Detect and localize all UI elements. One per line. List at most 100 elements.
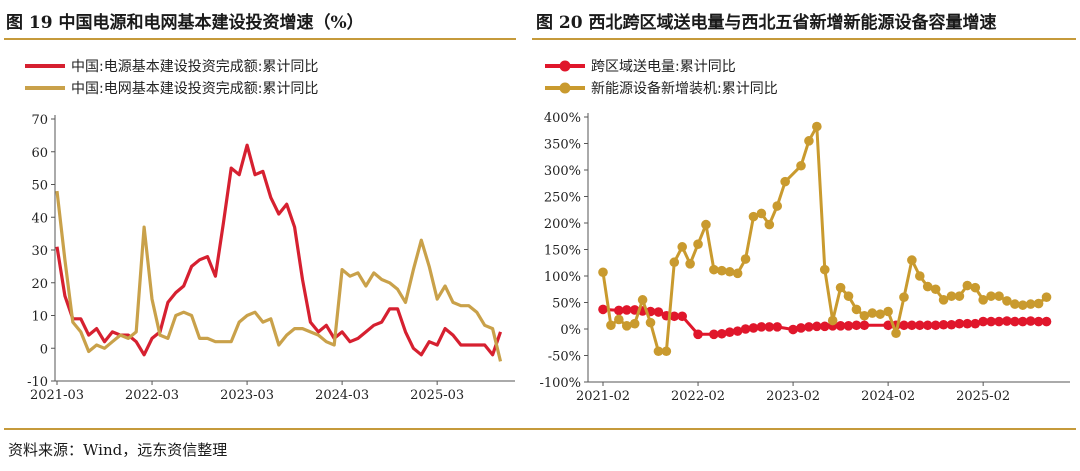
fig20-series-2-point (606, 320, 616, 331)
fig20-series-2-point (922, 281, 933, 292)
fig20-series-1-point (851, 320, 862, 331)
fig20-series-2-point (804, 136, 814, 146)
chart-figure-20: -100% -50% 0% 50% 100% 150% 200% 250% 300% 350% 40… (539, 59, 1070, 404)
fig20-series-2-point (827, 315, 838, 326)
fig20-series-1-point (915, 320, 925, 331)
fig20-series-1-point (614, 305, 624, 316)
fig20-series-1-point (843, 321, 854, 331)
fig19-y-tick-label: 60 (31, 146, 48, 161)
fig20-series-2-point (812, 121, 822, 132)
fig20-series-2-point (930, 284, 941, 295)
fig20-series-1-point (764, 322, 775, 332)
fig20-series-2-point (994, 291, 1004, 301)
fig20-series-1-point (819, 321, 830, 332)
fig20-series-2-point (780, 176, 790, 187)
fig20-series-1-point (994, 316, 1004, 327)
fig20-series-1-point (1010, 316, 1020, 327)
fig20-series-1-point (717, 328, 727, 339)
fig20-series-1-point (883, 320, 893, 331)
figure-20-title: 图 20 西北跨区域送电量与西北五省新增新能源设备容量增速 (536, 13, 997, 33)
fig19-x-tick-label: 2025-03 (410, 388, 464, 403)
fig20-legend-label-2: 新能源设备新增装机:累计同比 (591, 80, 778, 97)
fig20-x-tick-label: 2022-02 (671, 389, 725, 404)
fig20-series-2-point (677, 242, 687, 252)
fig20-series-1-point (598, 304, 608, 315)
fig20-series-1-point (970, 318, 981, 329)
fig19-y-tick-label: 40 (31, 211, 48, 226)
fig20-series-1-point (978, 316, 988, 327)
figure-19-title: 图 19 中国电源和电网基本建设投资增速（%） (6, 13, 364, 33)
fig20-series-1-point (1002, 316, 1012, 326)
fig19-y-tick-label: 10 (31, 310, 48, 325)
fig20-series-1-point (859, 320, 870, 331)
bottom-divider (4, 428, 1076, 430)
fig20-y-tick-label: 100% (544, 270, 581, 285)
fig20-series-2-point (875, 309, 885, 319)
fig20-y-tick-label: -100% (539, 376, 581, 391)
fig20-series-2-point (629, 318, 640, 329)
fig20-series-1-point (756, 322, 767, 332)
fig20-y-tick-label: -50% (548, 350, 581, 365)
fig20-series-2-point (661, 346, 672, 357)
fig20-y-tick-label: 150% (544, 244, 581, 259)
fig20-y-tick-label: 300% (544, 164, 581, 179)
fig20-series-1-point (1017, 316, 1028, 327)
fig20-series-2-point (1010, 299, 1020, 309)
fig20-series-2-point (946, 291, 957, 301)
fig20-series-2-point (954, 291, 965, 301)
fig20-series-2-point (883, 306, 893, 317)
fig20-series-2-point (1033, 298, 1044, 309)
fig20-series-2-point (772, 201, 783, 211)
fig20-series-1-point (899, 320, 909, 331)
fig20-series-1-point (772, 322, 783, 332)
fig19-legend-label-2: 中国:电网基本建设投资完成额:累计同比 (71, 80, 318, 97)
fig20-series-2-point (938, 295, 949, 305)
fig20-x-tick-label: 2021-02 (576, 389, 630, 404)
title-divider-left (4, 38, 516, 40)
fig20-series-1-point (693, 329, 703, 340)
fig19-y-tick-label: 50 (31, 179, 48, 194)
fig20-series-2-point (907, 255, 917, 265)
fig20-series-1-point (796, 323, 806, 333)
fig20-series-2-line (601, 125, 1048, 353)
fig20-series-1-point (788, 324, 798, 335)
fig20-series-2-point (709, 264, 719, 275)
fig20-series-1-point (732, 326, 743, 336)
fig20-series-1-point (1033, 316, 1044, 327)
fig19-series-2-line (55, 190, 503, 362)
fig20-y-tick-label: 250% (544, 191, 581, 206)
fig19-y-tick-label: 30 (31, 244, 48, 259)
fig19-y-tick-label: 70 (31, 113, 48, 128)
fig19-legend-label-1: 中国:电源基本建设投资完成额:累计同比 (71, 58, 318, 75)
fig20-series-1-point (748, 323, 759, 333)
title-divider-right (532, 38, 1076, 40)
chart-figure-19: -10 0 10 20 30 40 50 60 70 2021-03 2022-03 2023-03 2… (25, 58, 515, 403)
fig20-y-tick-label: 400% (544, 111, 581, 126)
fig20-series-1-point (804, 322, 814, 332)
fig19-x-tick-label: 2024-03 (315, 388, 369, 403)
fig20-series-2-point (835, 282, 846, 293)
fig20-series-2-point (962, 280, 973, 291)
fig20-y-tick-label: 50% (552, 297, 581, 312)
fig20-series-1-point (938, 319, 949, 330)
fig20-series-2-point (843, 291, 854, 301)
fig20-series-1-point (1025, 316, 1036, 326)
fig20-legend-marker-2 (559, 82, 571, 94)
fig20-series-2-point (701, 219, 711, 230)
fig20-series-1-point (812, 321, 822, 332)
fig20-series-1-point (677, 311, 687, 322)
fig20-series-1-point (709, 329, 719, 340)
fig20-series-2-point (645, 317, 656, 328)
fig20-series-1-point (962, 318, 973, 329)
fig19-y-tick-label: 0 (40, 342, 48, 357)
fig20-series-2-point (740, 254, 751, 264)
fig20-series-1-point (669, 311, 680, 322)
fig20-series-2-point (851, 304, 862, 315)
fig20-series-1-point (907, 320, 917, 331)
fig20-series-2-point (891, 328, 901, 339)
fig20-series-1-point (986, 316, 996, 327)
fig20-series-2-point (637, 295, 648, 305)
fig20-series-2-point (614, 314, 624, 325)
fig20-series-2-point (1002, 296, 1012, 306)
fig20-series-2-point (1041, 292, 1052, 303)
